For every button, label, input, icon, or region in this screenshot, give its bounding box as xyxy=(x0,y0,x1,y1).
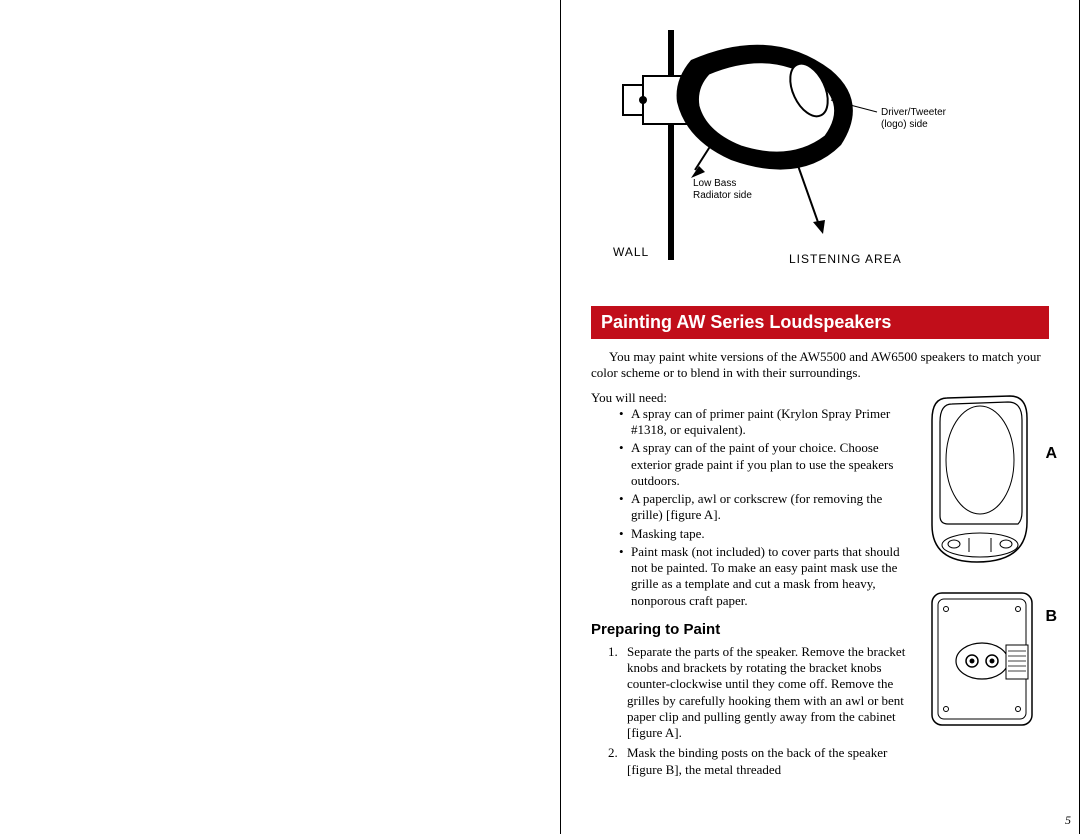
bass-label-2: Radiator side xyxy=(693,190,752,201)
mounting-diagram: Driver/Tweeter (logo) side Low Bass Radi… xyxy=(591,30,1049,300)
figure-a-svg xyxy=(922,390,1042,570)
page-number: 5 xyxy=(1065,813,1071,828)
driver-label-2: (logo) side xyxy=(881,119,928,130)
intro-text: You may paint white versions of the AW55… xyxy=(591,349,1049,382)
figure-b-label: B xyxy=(1045,608,1057,626)
materials-list: A spray can of primer paint (Krylon Spra… xyxy=(591,406,912,609)
driver-label-1: Driver/Tweeter xyxy=(881,107,946,118)
need-label: You will need: xyxy=(591,390,912,406)
left-column: You will need: A spray can of primer pai… xyxy=(591,390,912,782)
listening-label: LISTENING AREA xyxy=(789,252,902,266)
manual-page: Driver/Tweeter (logo) side Low Bass Radi… xyxy=(560,0,1080,834)
wall-label: WALL xyxy=(613,245,649,259)
list-item: A paperclip, awl or corkscrew (for remov… xyxy=(631,491,912,524)
step-item: Separate the parts of the speaker. Remov… xyxy=(621,644,912,742)
figure-a-label: A xyxy=(1045,445,1057,463)
section-title: Painting AW Series Loudspeakers xyxy=(591,306,1049,339)
list-item: Paint mask (not included) to cover parts… xyxy=(631,544,912,609)
list-item: Masking tape. xyxy=(631,526,912,542)
list-item: A spray can of primer paint (Krylon Spra… xyxy=(631,406,912,439)
list-item: A spray can of the paint of your choice.… xyxy=(631,440,912,489)
preparing-subhead: Preparing to Paint xyxy=(591,621,912,638)
steps-list: Separate the parts of the speaker. Remov… xyxy=(591,644,912,778)
step-item: Mask the binding posts on the back of th… xyxy=(621,745,912,778)
figure-b-svg xyxy=(922,587,1042,737)
bass-label-1: Low Bass xyxy=(693,178,736,189)
right-column: A xyxy=(922,390,1049,782)
